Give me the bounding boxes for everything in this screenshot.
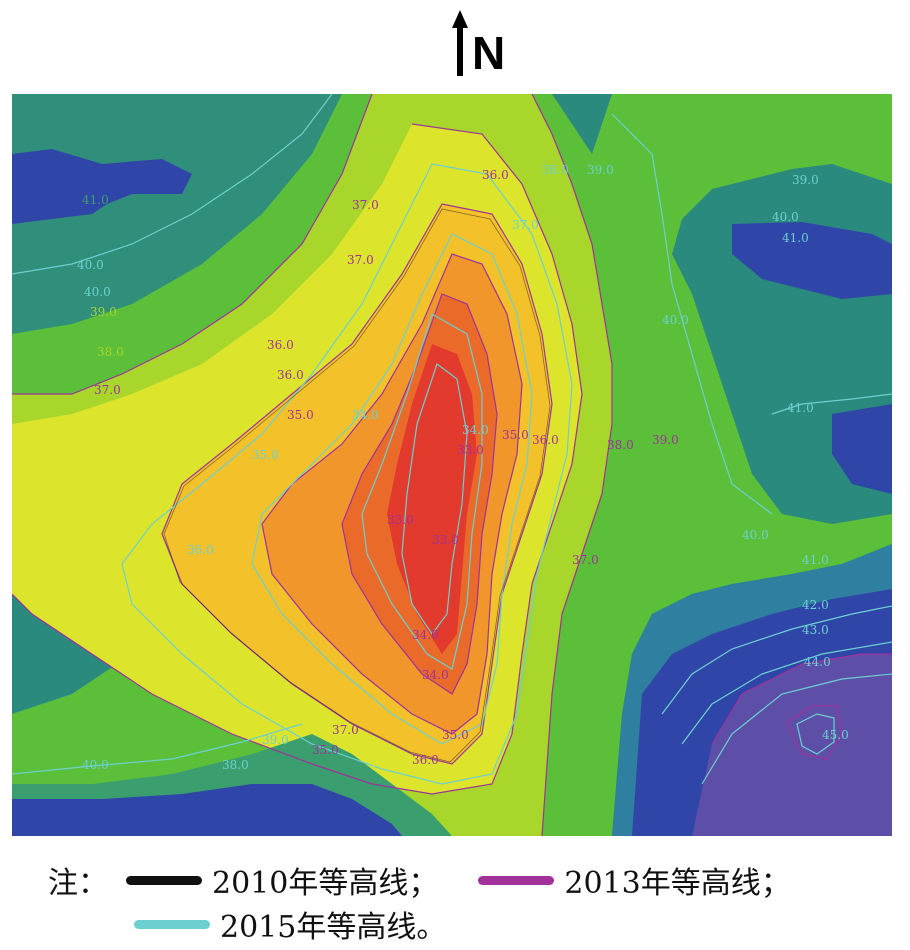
north-arrow-icon xyxy=(452,10,468,76)
contour-2013-38 xyxy=(12,94,373,395)
contour-2013-34 xyxy=(341,293,498,695)
contour-label: 33.0 xyxy=(387,513,414,527)
zone-violet-se xyxy=(692,654,892,836)
contour-2013-38b xyxy=(531,94,613,836)
contour-label: 34.0 xyxy=(422,668,449,682)
contour-label: 34.0 xyxy=(462,423,489,437)
contour-label: 35.0 xyxy=(442,728,469,742)
contour-2015-45 xyxy=(796,713,835,755)
zone-red-core xyxy=(387,344,477,654)
zone-blue-sw xyxy=(12,784,402,836)
contour-label: 39.0 xyxy=(262,733,289,747)
contour-label: 39.0 xyxy=(792,173,819,187)
contour-label: 40.0 xyxy=(772,210,799,224)
contour-label: 35.0 xyxy=(252,448,279,462)
contour-2010-36 xyxy=(163,208,551,763)
contour-label: 33.0 xyxy=(432,533,459,547)
north-label: N xyxy=(472,27,506,79)
contour-2015-ne xyxy=(611,113,773,515)
zone-blue-e xyxy=(832,404,892,494)
contour-label: 40.0 xyxy=(84,285,111,299)
contour-2015-40 xyxy=(12,94,333,275)
contour-label: 40.0 xyxy=(742,528,769,542)
contour-2015-34 xyxy=(361,313,483,670)
contour-label: 34.0 xyxy=(352,408,379,422)
legend-row-1: 注： 2010年等高线； 2013年等高线； xyxy=(48,858,791,902)
contour-label: 36.0 xyxy=(277,368,304,382)
contour-label: 41.0 xyxy=(82,193,109,207)
contour-label: 40.0 xyxy=(662,313,689,327)
contour-label: 36.0 xyxy=(412,753,439,767)
contour-label: 38.0 xyxy=(607,438,634,452)
legend-row-2: 2015年等高线。 xyxy=(134,902,446,946)
contour-label: 38.0 xyxy=(222,758,249,772)
contour-2013-45 xyxy=(786,705,843,760)
contour-label: 33.0 xyxy=(457,443,484,457)
legend-label-2015: 2015年等高线。 xyxy=(220,910,447,945)
contour-label: 43.0 xyxy=(802,623,829,637)
contour-map: 41.0 40.0 40.0 39.0 38.0 37.0 37.0 37.0 … xyxy=(12,94,892,836)
contour-label: 37.0 xyxy=(352,198,379,212)
contour-2013-35 xyxy=(261,253,523,735)
contour-2013-37 xyxy=(12,123,583,795)
legend-swatch-2010 xyxy=(126,875,202,885)
contour-label: 45.0 xyxy=(822,728,849,742)
contour-2015-41e xyxy=(771,393,892,415)
contour-2015-40sw xyxy=(12,723,303,775)
contour-label: 35.0 xyxy=(502,428,529,442)
contour-label: 41.0 xyxy=(787,401,814,415)
contour-label: 37.0 xyxy=(94,383,121,397)
contour-label: 36.0 xyxy=(267,338,294,352)
contour-label: 38.0 xyxy=(97,345,124,359)
contour-label: 40.0 xyxy=(82,758,109,772)
legend-label-2010: 2010年等高线； xyxy=(212,866,439,901)
contour-2013-41se xyxy=(711,653,892,745)
contour-label: 34.0 xyxy=(412,628,439,642)
legend-swatch-2015 xyxy=(134,919,210,929)
contour-label: 39.0 xyxy=(587,163,614,177)
zone-teal-nw xyxy=(12,94,342,334)
contour-2015-42 xyxy=(661,605,892,715)
contour-label: 37.0 xyxy=(572,553,599,567)
contour-2015-33 xyxy=(401,363,468,636)
contour-label: 41.0 xyxy=(782,231,809,245)
contour-label: 42.0 xyxy=(802,598,829,612)
contour-label: 40.0 xyxy=(77,258,104,272)
contour-label: 36.0 xyxy=(532,433,559,447)
zone-blue-ne xyxy=(732,222,892,299)
contour-2015-35 xyxy=(251,233,533,745)
contour-label: 36.0 xyxy=(187,543,214,557)
contour-label: 37.0 xyxy=(512,218,539,232)
contour-2015-43 xyxy=(681,641,892,745)
contour-label: 41.0 xyxy=(802,553,829,567)
contour-label: 39.0 xyxy=(652,433,679,447)
legend-label-2013: 2013年等高线； xyxy=(564,866,791,901)
contour-label: 38.0 xyxy=(542,163,569,177)
contour-label: 35.0 xyxy=(312,743,339,757)
contour-2015-36 xyxy=(121,163,573,785)
legend-prefix: 注： xyxy=(48,866,108,901)
contour-2015-44 xyxy=(701,673,892,785)
zone-blue-nw xyxy=(12,149,192,224)
contour-label: 37.0 xyxy=(347,253,374,267)
contour-label: 37.0 xyxy=(332,723,359,737)
contour-label: 36.0 xyxy=(482,168,509,182)
contour-2013-36 xyxy=(161,203,553,765)
contour-label: 44.0 xyxy=(804,655,831,669)
legend-swatch-2013 xyxy=(478,875,555,885)
contour-label: 35.0 xyxy=(287,408,314,422)
contour-label: 39.0 xyxy=(90,305,117,319)
